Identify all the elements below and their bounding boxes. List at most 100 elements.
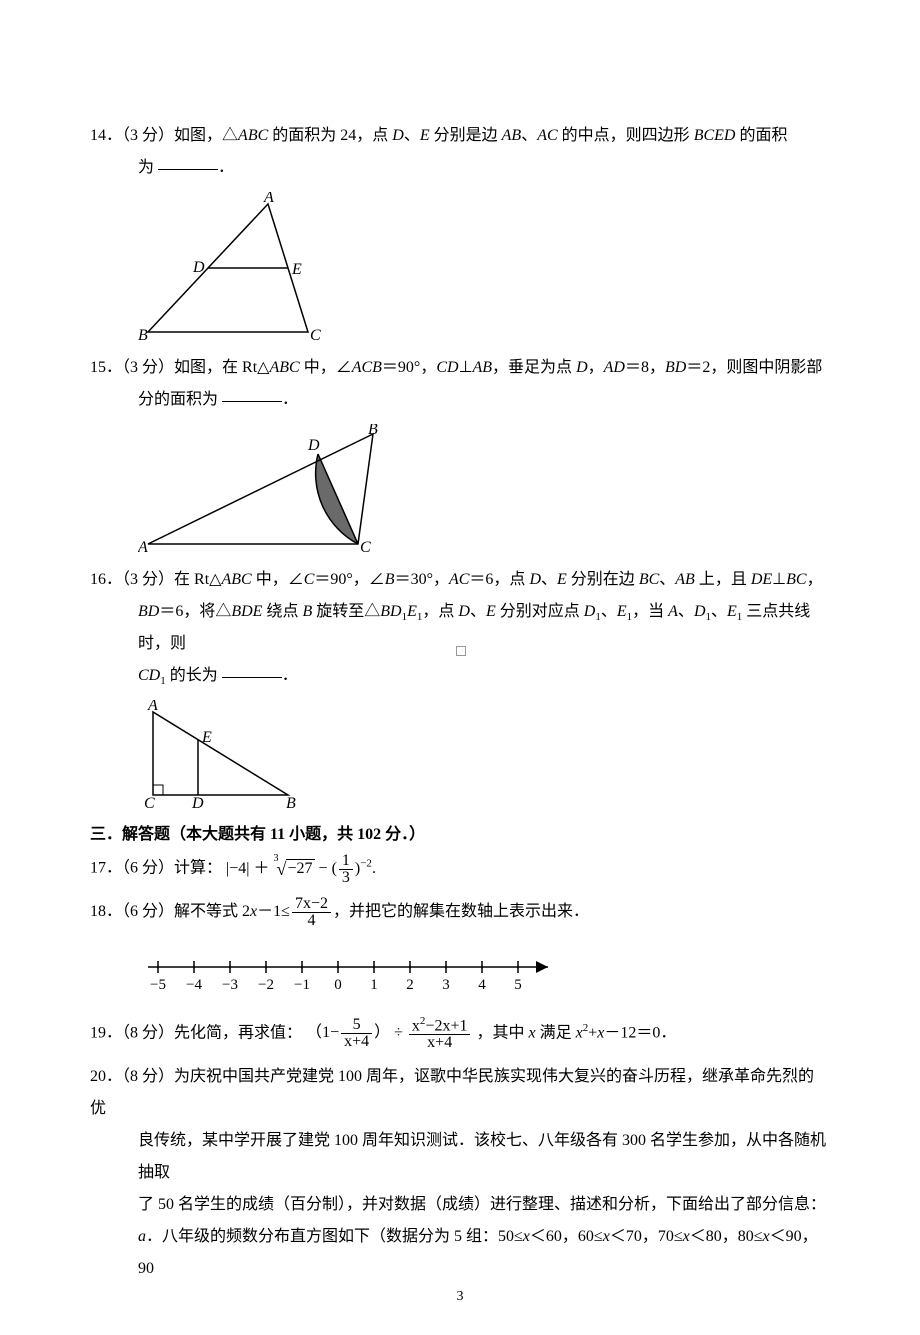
q17-label: 计算： xyxy=(174,860,222,877)
q16-l2f: 、 xyxy=(470,603,486,620)
q16-t7: 分别在边 xyxy=(567,571,639,588)
q14-abc: ABC xyxy=(238,127,268,144)
svg-text:0: 0 xyxy=(334,977,342,993)
q16-AC: AC xyxy=(449,571,469,588)
q16-fig-E: E xyxy=(201,729,212,746)
q19-div: ÷ xyxy=(394,1024,403,1041)
q16-pts: （3 分） xyxy=(122,571,174,588)
q18-fden: 4 xyxy=(292,913,331,929)
q16-E: E xyxy=(557,571,567,588)
q19-x3: x xyxy=(576,1024,583,1041)
q19-rp: ） xyxy=(374,1024,390,1041)
q14-pts: （3 分） xyxy=(122,127,174,144)
q16-l2d: 旋转至△ xyxy=(312,603,380,620)
q16-l2g: 分别对应点 xyxy=(496,603,584,620)
q20-l4b: ．八年级的频数分布直方图如下（数据分为 5 组：50≤ xyxy=(146,1228,523,1245)
q14-t1: 如图，△ xyxy=(174,127,238,144)
q16-t4: ＝30°， xyxy=(395,571,449,588)
q17-pts: （6 分） xyxy=(122,860,174,877)
q18-numberline: −5−4−3−2−1012345 xyxy=(138,947,568,997)
q15-t7: ＝8， xyxy=(625,359,665,376)
q17-fden: 3 xyxy=(339,870,353,886)
q16-l3c: ． xyxy=(282,667,298,684)
q17-abs: −4 xyxy=(229,860,246,877)
question-16: 16．（3 分）在 Rt△ABC 中，∠C＝90°，∠B＝30°，AC＝6，点 … xyxy=(90,564,830,810)
q16-D: D xyxy=(529,571,541,588)
q15-t6: ， xyxy=(588,359,604,376)
q15-pts: （3 分） xyxy=(122,359,174,376)
q20-line1: 为庆祝中国共产党建党 100 周年，讴歌中华民族实现伟大复兴的奋斗历程，继承革命… xyxy=(90,1068,814,1117)
q19-pts: （8 分） xyxy=(122,1024,174,1041)
q16-num: 16． xyxy=(90,571,122,588)
q17-minus: − xyxy=(319,860,328,877)
q16-fig-D: D xyxy=(191,795,204,810)
q14-t6: 的中点，则四边形 xyxy=(558,127,694,144)
q20-l4c: ＜60，60≤ xyxy=(530,1228,603,1245)
q20-num: 20． xyxy=(90,1068,122,1085)
q15-ACB: ACB xyxy=(352,359,382,376)
q18-t1: 解不等式 2 xyxy=(174,903,250,920)
q16-t2: 中，∠ xyxy=(252,571,304,588)
q16-l2-D1a: D xyxy=(584,603,596,620)
q17-body: 17．（6 分）计算： |−4| ＋ 3√−27 − (13)−2. xyxy=(90,852,830,885)
q14-t2: 的面积为 24，点 xyxy=(268,127,392,144)
q16-blank xyxy=(222,661,282,678)
svg-text:4: 4 xyxy=(478,977,486,993)
q18-fnum: 7x−2 xyxy=(292,896,331,913)
q18-body: 18．（6 分）解不等式 2x－1≤7x−24，并把它的解集在数轴上表示出来． xyxy=(90,896,830,929)
q19-lp: （ xyxy=(306,1024,322,1041)
q14-figure: A B C D E xyxy=(138,192,328,342)
q20-l3: 了 50 名学生的成绩（百分制），并对数据（成绩）进行整理、描述和分析，下面给出… xyxy=(90,1189,830,1221)
q15-BD: BD xyxy=(665,359,686,376)
svg-text:−3: −3 xyxy=(222,977,238,993)
svg-text:5: 5 xyxy=(514,977,522,993)
q16-l2-E1b: E xyxy=(727,603,737,620)
q16-l2-D: D xyxy=(458,603,470,620)
q16-ABC: ABC xyxy=(221,571,251,588)
q14-fig-C: C xyxy=(310,327,321,342)
q17-fnum: 1 xyxy=(339,853,353,870)
q15-line2: 分的面积为 ． xyxy=(90,384,830,416)
q15-fig-C: C xyxy=(360,539,371,554)
q15-t8: ＝2，则图中阴影部 xyxy=(686,359,822,376)
q16-l3b: 的长为 xyxy=(166,667,222,684)
q16-l2-bde: BDE xyxy=(231,603,262,620)
q19-t4: + xyxy=(588,1024,597,1041)
q19-body: 19．（8 分）先化简，再求值： （1−5x+4） ÷ x2−2x+1x+4 ，… xyxy=(90,1016,830,1051)
q16-line3: CD1 的长为 ． xyxy=(90,660,830,692)
q14-fig-D: D xyxy=(192,259,205,276)
q14-AC: AC xyxy=(537,127,557,144)
q16-t11: ， xyxy=(807,571,823,588)
q16-l2j: 、 xyxy=(678,603,694,620)
q14-line2: 为 ． xyxy=(90,152,830,184)
q18-pts: （6 分） xyxy=(122,903,174,920)
q16-t9: 上，且 xyxy=(695,571,751,588)
q14-l2a: 为 xyxy=(138,159,158,176)
q15-AD: AD xyxy=(604,359,625,376)
svg-text:−4: −4 xyxy=(186,977,202,993)
page-number: 3 xyxy=(0,1289,920,1305)
q16-l2h: 、 xyxy=(601,603,617,620)
q17-root: −27 xyxy=(286,859,315,877)
q16-l2k: 、 xyxy=(711,603,727,620)
svg-text:2: 2 xyxy=(406,977,414,993)
q16-l2-D1b: D xyxy=(694,603,706,620)
center-crop-mark-icon xyxy=(456,646,466,656)
q19-num: 19． xyxy=(90,1024,122,1041)
q16-l2-bd1a: BD xyxy=(380,603,401,620)
section-3-title: 三．解答题（本大题共有 11 小题，共 102 分．） xyxy=(90,820,830,844)
q14-AB: AB xyxy=(502,127,522,144)
question-17: 17．（6 分）计算： |−4| ＋ 3√−27 − (13)−2. xyxy=(90,852,830,885)
q14-t5: 、 xyxy=(521,127,537,144)
q16-l2e: ，点 xyxy=(422,603,458,620)
q14-blank xyxy=(158,153,218,170)
q15-AB: AB xyxy=(473,359,493,376)
q16-t6: 、 xyxy=(541,571,557,588)
q16-BC: BC xyxy=(639,571,659,588)
q16-fig-C: C xyxy=(144,795,155,810)
question-19: 19．（8 分）先化简，再求值： （1−5x+4） ÷ x2−2x+1x+4 ，… xyxy=(90,1016,830,1051)
q15-num: 15． xyxy=(90,359,122,376)
q14-BCED: BCED xyxy=(694,127,736,144)
q16-AB: AB xyxy=(675,571,695,588)
svg-text:−1: −1 xyxy=(294,977,310,993)
